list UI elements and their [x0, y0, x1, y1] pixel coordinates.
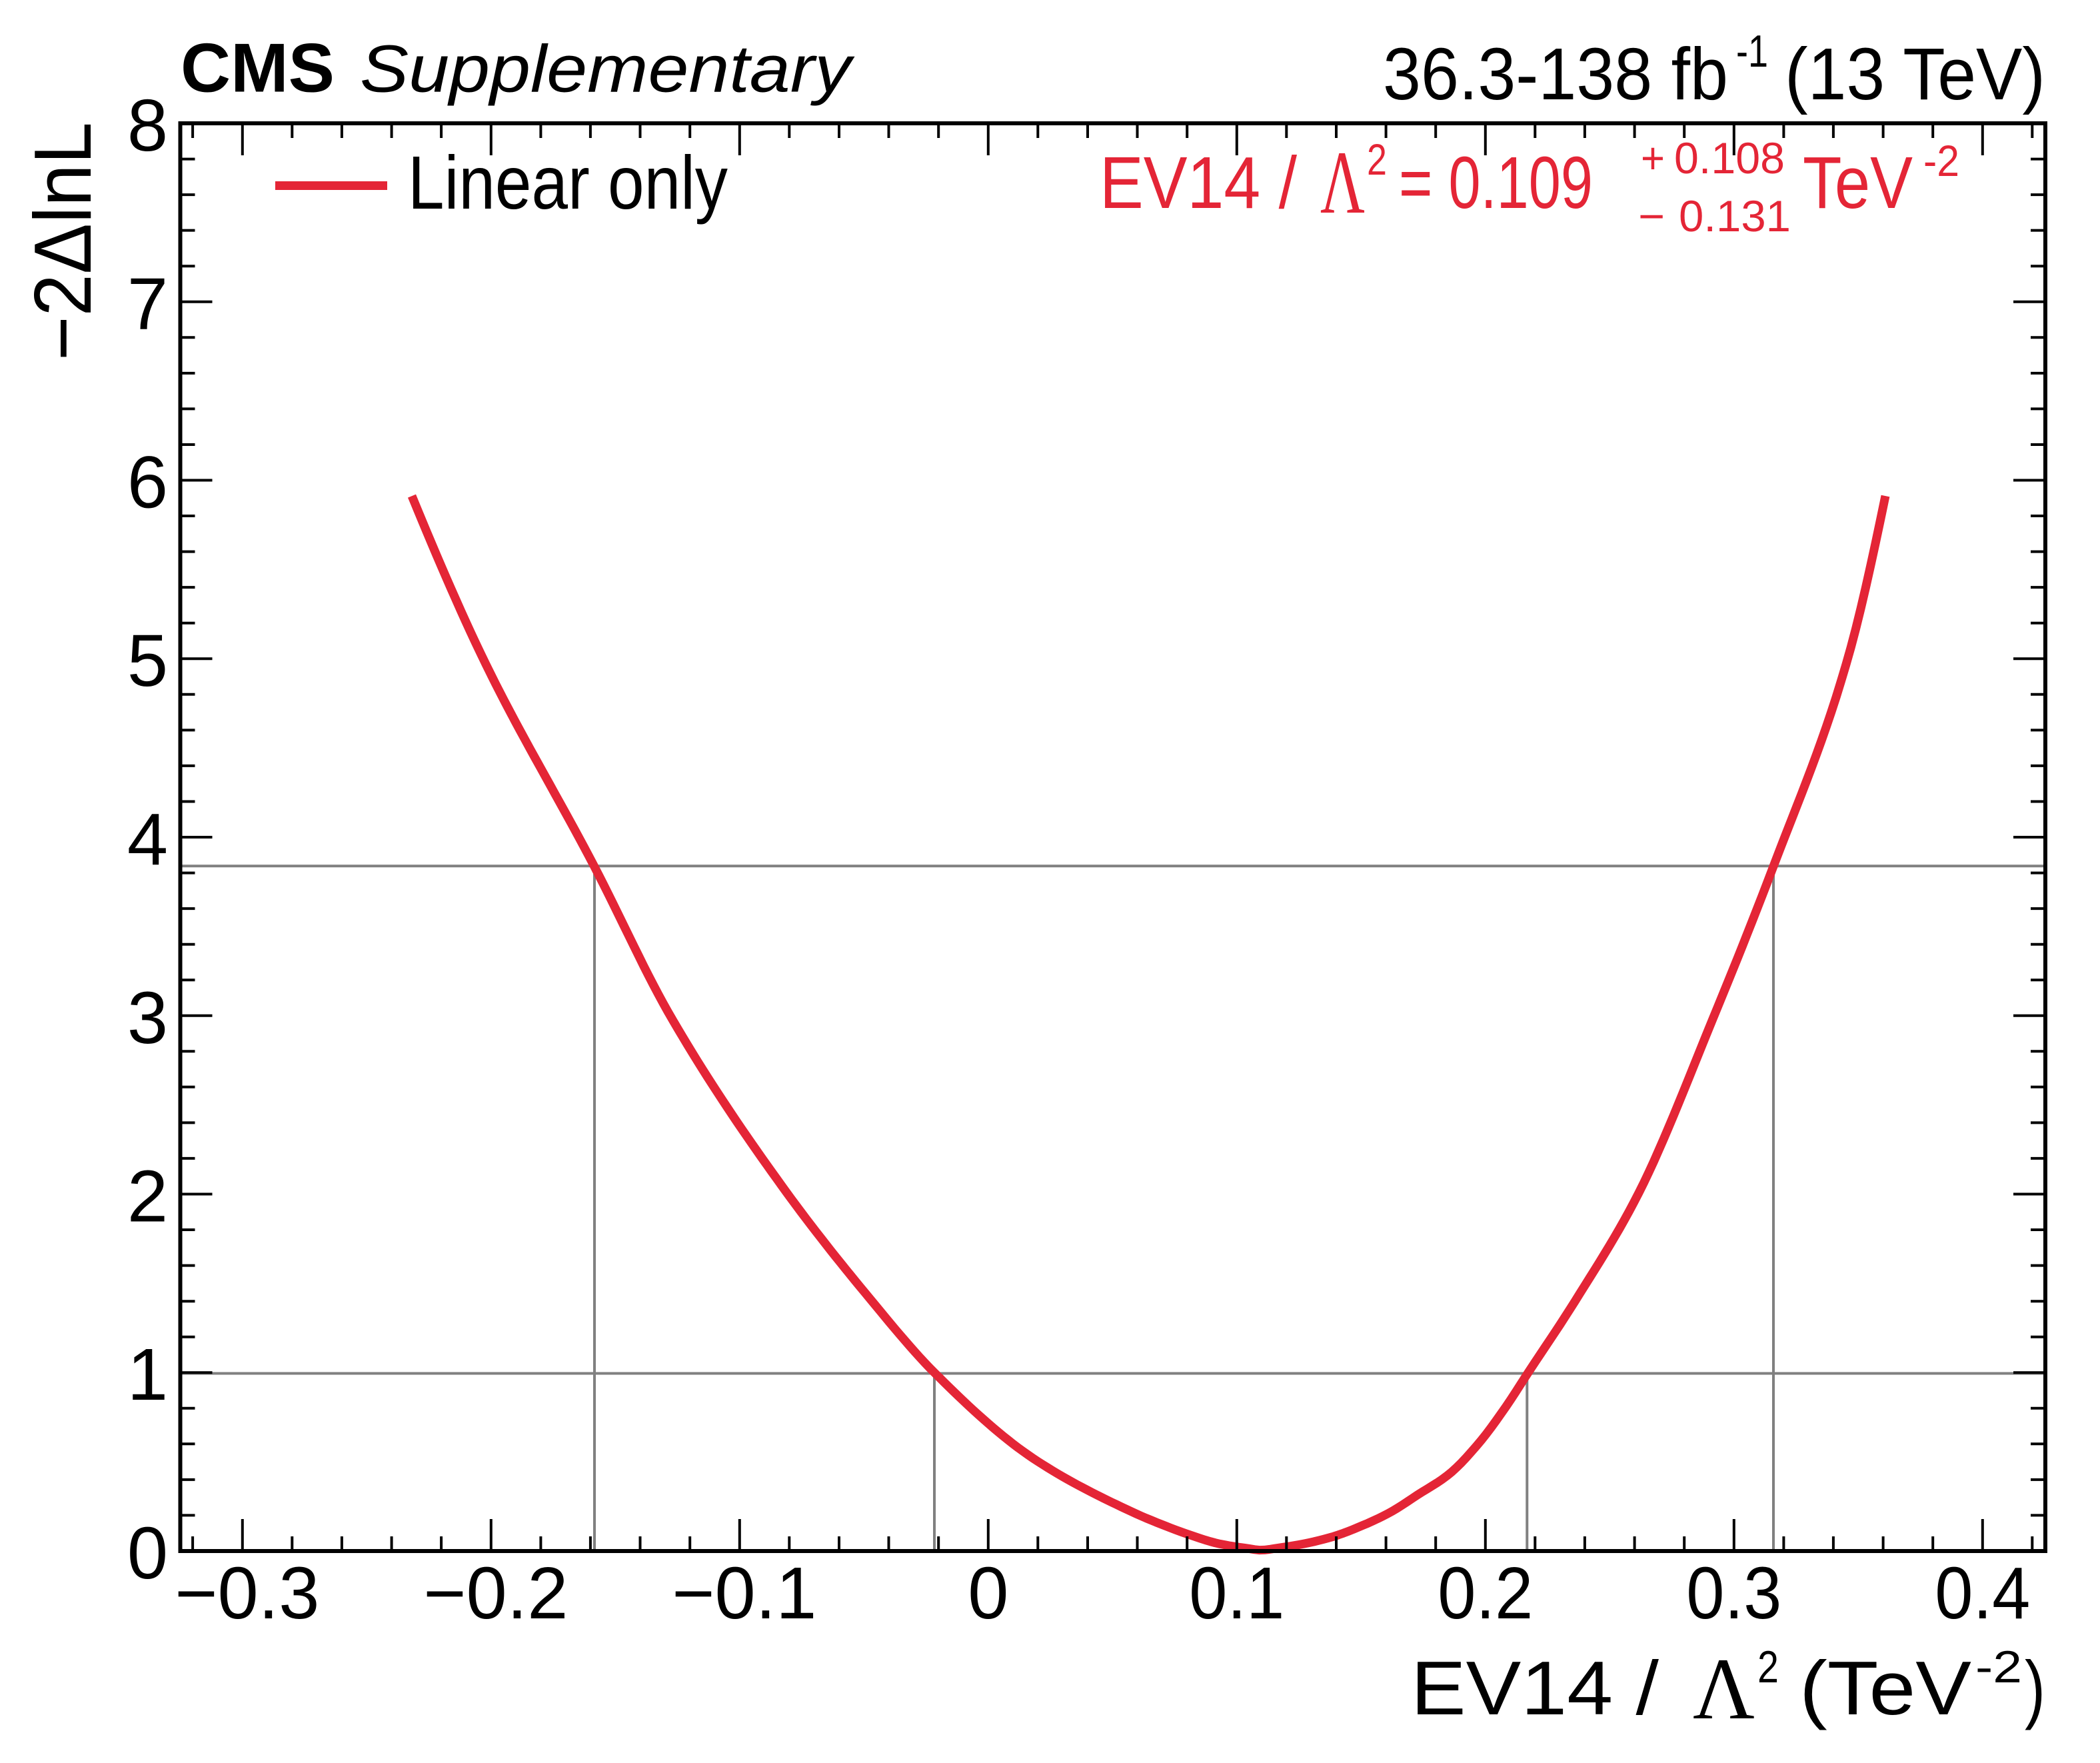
svg-text:2: 2	[1757, 1642, 1779, 1692]
svg-text:0.108: 0.108	[1674, 133, 1785, 183]
svg-text:Supplementary: Supplementary	[360, 32, 856, 107]
svg-text:CMS: CMS	[181, 30, 335, 107]
svg-text:(13 TeV): (13 TeV)	[1785, 33, 2045, 115]
svg-text:0: 0	[127, 1512, 168, 1594]
svg-text:-2: -2	[1975, 1642, 2022, 1692]
svg-text:0.3: 0.3	[1686, 1552, 1781, 1634]
svg-text:Linear only: Linear only	[408, 141, 728, 225]
svg-text:5: 5	[127, 620, 168, 702]
svg-text:7: 7	[127, 263, 168, 345]
svg-text:−2ΔlnL: −2ΔlnL	[17, 122, 108, 361]
svg-text:−: −	[1638, 191, 1665, 241]
svg-text:(TeV: (TeV	[1799, 1646, 1971, 1731]
svg-text:3: 3	[127, 977, 168, 1059]
svg-text:36.3-138 fb: 36.3-138 fb	[1383, 33, 1728, 115]
svg-text:0.1: 0.1	[1189, 1552, 1284, 1634]
svg-text:1: 1	[127, 1334, 168, 1416]
svg-text:8: 8	[127, 85, 168, 167]
svg-text:−0.1: −0.1	[672, 1552, 816, 1634]
svg-text:0.131: 0.131	[1679, 191, 1791, 241]
svg-text:Λ: Λ	[1693, 1640, 1755, 1738]
svg-text:TeV: TeV	[1803, 142, 1913, 224]
svg-text:0.2: 0.2	[1438, 1552, 1533, 1634]
svg-text:2: 2	[127, 1156, 168, 1238]
svg-text:= 0.109: = 0.109	[1399, 142, 1593, 224]
svg-text:EV14 /: EV14 /	[1411, 1646, 1659, 1731]
svg-text:4: 4	[127, 799, 168, 881]
svg-text:6: 6	[127, 442, 168, 524]
svg-text:2: 2	[1367, 135, 1387, 184]
svg-text:Λ: Λ	[1320, 133, 1365, 233]
svg-text:-1: -1	[1736, 26, 1768, 77]
svg-text:0.4: 0.4	[1935, 1552, 2030, 1634]
svg-text:+: +	[1641, 133, 1665, 183]
svg-text:−0.2: −0.2	[423, 1552, 568, 1634]
svg-text:): )	[2025, 1646, 2045, 1731]
svg-text:−0.3: −0.3	[175, 1552, 319, 1634]
svg-text:EV14 /: EV14 /	[1100, 142, 1297, 224]
svg-text:0: 0	[968, 1552, 1008, 1634]
svg-text:-2: -2	[1923, 136, 1959, 185]
